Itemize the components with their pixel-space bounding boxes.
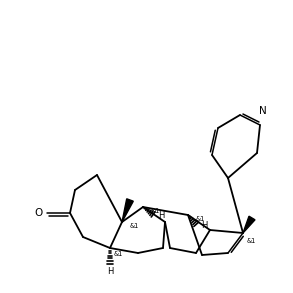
Text: O: O: [35, 208, 43, 218]
Text: H: H: [107, 267, 113, 275]
Polygon shape: [243, 216, 255, 233]
Text: &1: &1: [196, 216, 205, 222]
Text: H: H: [201, 221, 207, 229]
Polygon shape: [122, 199, 133, 222]
Text: &1: &1: [247, 238, 256, 244]
Text: H: H: [158, 210, 164, 219]
Text: N: N: [259, 106, 267, 116]
Text: &1: &1: [151, 208, 160, 214]
Text: &1: &1: [130, 223, 139, 229]
Text: &1: &1: [114, 251, 123, 257]
